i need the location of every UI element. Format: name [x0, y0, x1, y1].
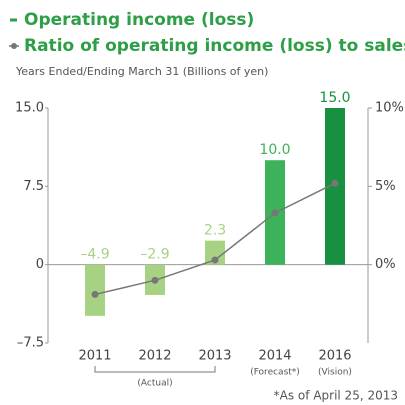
group-label: (Actual) — [137, 379, 172, 389]
bar — [85, 264, 105, 316]
data-label: –4.9 — [80, 247, 109, 263]
ratio-point — [331, 179, 339, 187]
x-tick-note: (Forecast*) — [250, 368, 300, 378]
bar — [205, 240, 225, 265]
data-label: 2.3 — [204, 223, 226, 239]
x-tick-label: 2016 — [318, 349, 351, 364]
data-label: –2.9 — [140, 247, 169, 263]
ratio-point — [211, 256, 219, 264]
data-label: 15.0 — [319, 90, 350, 106]
y-tick-label: 7.5 — [23, 179, 44, 194]
x-tick-note: (Vision) — [318, 368, 352, 378]
legend-bar: Operating income (loss) — [24, 10, 254, 30]
x-tick-label: 2011 — [78, 349, 111, 364]
y2-tick-label: 10% — [375, 101, 404, 116]
x-tick-label: 2014 — [258, 349, 291, 364]
ratio-point — [151, 276, 159, 284]
data-label: 10.0 — [259, 142, 290, 158]
y2-tick-label: 0% — [375, 257, 396, 272]
y-tick-label: –7.5 — [17, 336, 44, 351]
x-tick-label: 2013 — [198, 349, 231, 364]
subtitle: Years Ended/Ending March 31 (Billions of… — [15, 65, 268, 78]
ratio-point — [91, 290, 99, 298]
ratio-line — [94, 182, 336, 296]
ratio-point — [271, 209, 279, 217]
y-tick-label: 15.0 — [15, 101, 44, 116]
y-tick-label: 0 — [36, 257, 44, 272]
x-tick-label: 2012 — [138, 349, 171, 364]
note: *As of April 25, 2013 — [274, 389, 398, 403]
group-bracket — [94, 366, 216, 373]
y2-tick-label: 5% — [375, 179, 396, 194]
legend-line: Ratio of operating income (loss) to sale… — [24, 36, 405, 56]
legend-marker — [11, 43, 17, 49]
